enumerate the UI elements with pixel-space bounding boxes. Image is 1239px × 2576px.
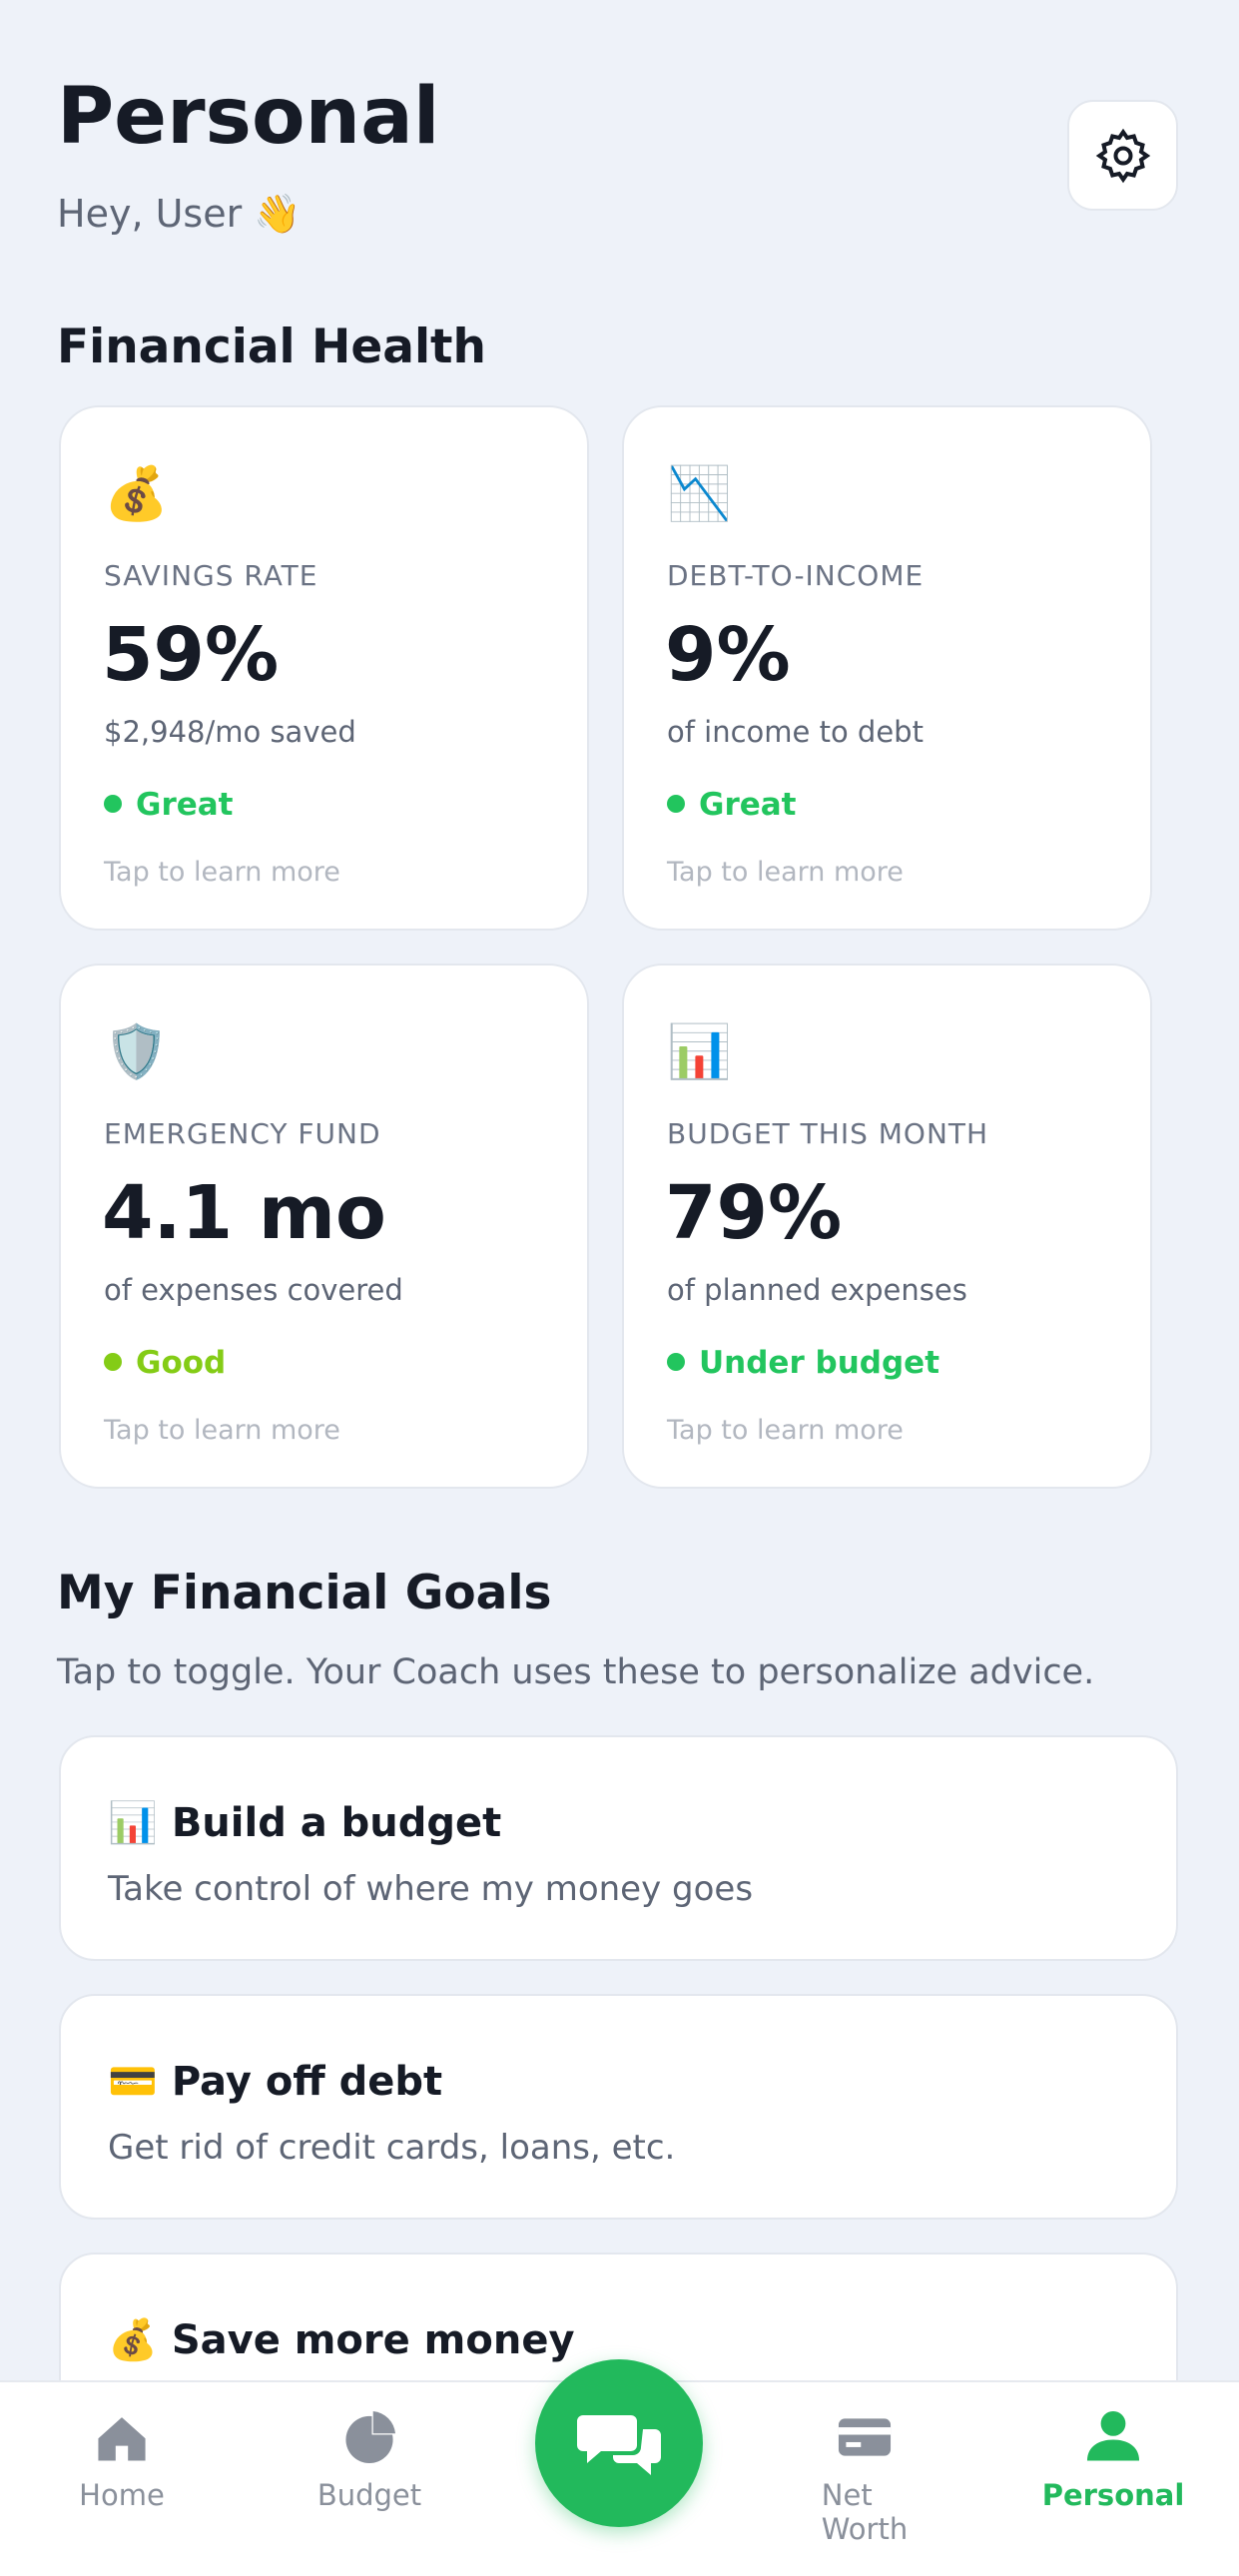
bottom-nav: Home Budget Net Worth Personal xyxy=(0,2359,1239,2576)
card-detail: of expenses covered xyxy=(104,1273,403,1307)
nav-label: Net Worth xyxy=(821,2478,909,2546)
card-detail: of income to debt xyxy=(667,715,924,749)
section-title: My Financial Goals xyxy=(57,1566,552,1620)
goal-description: Get rid of credit cards, loans, etc. xyxy=(108,2128,676,2168)
nav-icon xyxy=(98,2417,146,2461)
card-hint: Tap to learn more xyxy=(104,857,340,888)
card-label: BUDGET THIS MONTH xyxy=(667,1117,989,1150)
card-status: Under budget xyxy=(667,1345,939,1381)
nav-label: Personal xyxy=(1041,2478,1185,2512)
nav-icon xyxy=(838,2418,892,2456)
goal-card[interactable]: 📊 Build a budget Take control of where my … xyxy=(59,1735,1178,1961)
goal-card[interactable]: 💳 Pay off debt Get rid of credit cards, lo… xyxy=(59,1994,1178,2220)
card-value: 4.1 mo xyxy=(102,1170,386,1256)
settings-button[interactable] xyxy=(1067,100,1178,211)
card-icon: 💰 xyxy=(104,464,169,524)
nav-icon xyxy=(1086,2410,1140,2461)
greeting: Hey, User 👋 xyxy=(57,192,302,236)
card-detail: of planned expenses xyxy=(667,1273,967,1307)
section-title: Financial Health xyxy=(57,320,486,374)
card-value: 79% xyxy=(665,1170,843,1256)
card-hint: Tap to learn more xyxy=(667,1415,904,1446)
card-hint: Tap to learn more xyxy=(667,857,904,888)
nav-icon xyxy=(345,2410,396,2464)
coach-button[interactable] xyxy=(535,2359,703,2527)
nav-label: Budget xyxy=(316,2478,422,2512)
goal-title-text: Save more money xyxy=(171,2317,575,2363)
card-status: Great xyxy=(104,787,234,823)
health-card[interactable]: 💰 SAVINGS RATE 59% $2,948/mo saved Great Tap … xyxy=(59,405,589,931)
goal-title: 💰 Save more money xyxy=(108,2316,575,2363)
chat-icon xyxy=(577,2415,661,2475)
goal-title: 💳 Pay off debt xyxy=(108,2058,442,2105)
card-label: SAVINGS RATE xyxy=(104,559,318,592)
card-value: 9% xyxy=(665,612,791,698)
health-card[interactable]: 📉 DEBT-TO-INCOME 9% of income to debt Great T… xyxy=(622,405,1152,931)
goal-description: Take control of where my money goes xyxy=(108,1869,754,1909)
page-title: Personal xyxy=(57,72,440,162)
card-status: Great xyxy=(667,787,797,823)
section-subtitle: Tap to toggle. Your Coach uses these to … xyxy=(57,1652,1095,1692)
goal-title-text: Build a budget xyxy=(171,1800,502,1846)
card-value: 59% xyxy=(102,612,280,698)
goal-title: 📊 Build a budget xyxy=(108,1799,501,1846)
card-hint: Tap to learn more xyxy=(104,1415,340,1446)
card-detail: $2,948/mo saved xyxy=(104,715,356,749)
goal-icon: 💰 xyxy=(108,2317,158,2363)
card-icon: 📊 xyxy=(667,1022,732,1082)
nav-label: Home xyxy=(79,2478,165,2512)
card-icon: 📉 xyxy=(667,464,732,524)
card-label: DEBT-TO-INCOME xyxy=(667,559,925,592)
gear-icon xyxy=(1095,128,1151,184)
goal-icon: 💳 xyxy=(108,2059,158,2105)
goal-title-text: Pay off debt xyxy=(171,2059,443,2105)
card-status: Good xyxy=(104,1345,226,1381)
card-icon: 🛡️ xyxy=(104,1022,169,1082)
health-card[interactable]: 📊 BUDGET THIS MONTH 79% of planned expenses… xyxy=(622,964,1152,1489)
health-card[interactable]: 🛡️ EMERGENCY FUND 4.1 mo of expenses covere… xyxy=(59,964,589,1489)
card-label: EMERGENCY FUND xyxy=(104,1117,381,1150)
goal-icon: 📊 xyxy=(108,1800,158,1846)
